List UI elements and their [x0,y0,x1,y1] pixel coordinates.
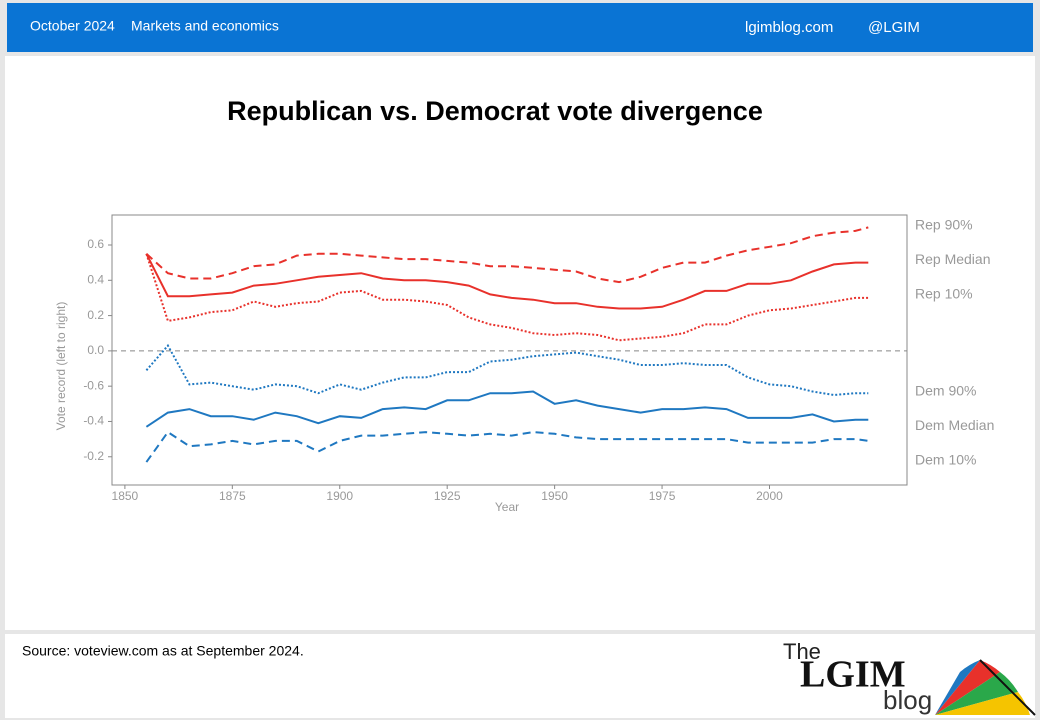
y-tick-label: 0.4 [87,272,104,286]
y-tick-label: -0.2 [83,449,104,463]
logo-the: The [783,639,821,664]
y-tick-label: 0.2 [87,308,104,322]
series-label: Dem 90% [915,383,976,399]
logo-main: LGIM [800,654,906,696]
chart-title: Republican vs. Democrat vote divergence [227,96,763,126]
series-line [145,253,869,310]
y-tick-label: 0.6 [87,237,104,251]
header-bar [7,3,1033,52]
x-tick-label: 1850 [112,489,139,503]
x-tick-label: 1950 [541,489,568,503]
x-tick-label: 1925 [434,489,461,503]
series-label: Rep 90% [915,217,973,233]
x-tick-label: 1875 [219,489,246,503]
series-label: Rep 10% [915,286,973,302]
logo-wedge [935,660,1000,715]
content-panel [5,56,1035,630]
series-line [145,343,869,397]
x-tick-label: 2000 [756,489,783,503]
logo-wedge [935,672,1018,715]
x-axis-label: Year [495,500,519,514]
source-note: Source: voteview.com as at September 202… [22,643,304,659]
series-label: Dem Median [915,417,994,433]
logo-wedge [935,692,1030,715]
y-axis-label: Vote record (left to right) [54,302,68,431]
y-tick-label: -0.6 [83,378,104,392]
x-tick-label: 1975 [649,489,676,503]
series-line [145,430,869,463]
series-label: Dem 10% [915,452,976,468]
logo-blog: blog [883,685,932,715]
series-line [145,390,869,428]
header-handle[interactable]: @LGIM [868,19,920,36]
y-tick-label: 0.0 [87,343,104,357]
header-date: October 2024 [30,18,115,34]
header-site[interactable]: lgimblog.com [745,19,833,36]
x-tick-label: 1900 [326,489,353,503]
series-line [145,226,869,284]
plot-frame [111,214,908,486]
y-tick-label: -0.4 [83,414,104,428]
header-section: Markets and economics [131,18,279,34]
logo-stroke [979,659,1036,716]
series-label: Rep Median [915,251,991,267]
logo: The LGIM blog [783,639,1036,716]
logo-wedge [935,660,980,715]
footer-panel [5,634,1035,718]
series-line [145,253,869,342]
